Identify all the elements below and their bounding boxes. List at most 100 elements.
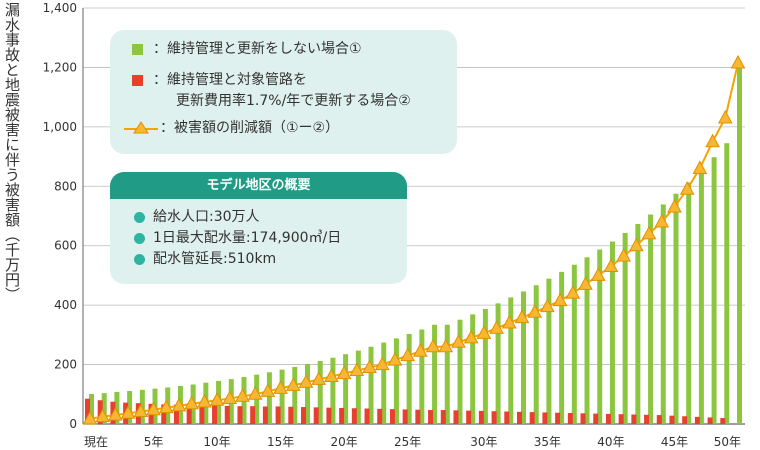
x-tick-label: 20年	[330, 435, 357, 449]
red-bar	[605, 413, 611, 424]
green-bar	[406, 333, 412, 424]
red-bar	[567, 413, 573, 424]
red-bar	[224, 405, 230, 424]
green-bar	[724, 143, 730, 424]
triangle-marker	[527, 304, 543, 318]
green-bar	[444, 324, 450, 424]
model-item-population: 給水人口:30万人	[134, 207, 407, 228]
x-tick-label: 45年	[661, 435, 688, 449]
triangle-marker	[463, 329, 479, 344]
red-bar	[656, 415, 662, 424]
triangle-marker	[298, 374, 314, 388]
green-bar	[609, 241, 615, 424]
green-bar	[559, 271, 565, 424]
red-bar	[351, 408, 357, 424]
bullet-icon	[134, 232, 145, 244]
green-bar	[127, 391, 133, 424]
triangle-marker	[209, 392, 225, 406]
legend-label: ：維持管理と対象管路を	[153, 72, 307, 88]
legend-item-reduction: ：被害額の削減額（①ー②）	[124, 118, 339, 139]
green-bar	[521, 291, 526, 424]
y-tick-label: 1,000	[43, 120, 77, 134]
red-bar	[161, 404, 167, 424]
red-bar	[491, 411, 497, 424]
triangle-marker	[171, 397, 187, 412]
model-item-max-distribution: 1日最大配水量:174,900㎥/日	[134, 228, 407, 249]
triangle-marker	[273, 380, 288, 394]
triangle-marker	[565, 285, 581, 299]
green-bar	[597, 249, 603, 424]
green-bar	[355, 350, 361, 424]
triangle-marker	[717, 109, 733, 124]
y-tick-label: 1,200	[43, 60, 77, 74]
triangle-marker	[146, 401, 161, 416]
model-info-panel: モデル地区の概要 給水人口:30万人 1日最大配水量:174,900㎥/日 配水…	[110, 172, 407, 284]
red-bar	[682, 416, 688, 424]
red-bar	[212, 405, 218, 424]
red-bar	[364, 408, 370, 424]
green-bar	[114, 391, 120, 424]
red-bar	[339, 407, 345, 424]
triangle-marker	[95, 408, 111, 423]
y-tick-label: 400	[54, 298, 77, 312]
red-bar	[631, 414, 637, 424]
red-bar	[694, 416, 700, 424]
green-bar	[482, 309, 488, 424]
red-bar	[529, 412, 535, 424]
triangle-marker	[133, 403, 149, 418]
green-bar	[305, 363, 310, 424]
green-bar	[698, 170, 704, 424]
triangle-marker	[108, 407, 123, 421]
green-bar	[89, 393, 94, 424]
triangle-marker	[476, 325, 492, 339]
legend: ：維持管理と更新をしない場合① ：維持管理と対象管路を 更新費用率1.7%/年で…	[110, 30, 457, 154]
bullet-icon	[134, 211, 145, 223]
green-bar	[266, 372, 272, 424]
triangle-marker	[120, 405, 136, 419]
x-tick-label: 5年	[144, 435, 164, 449]
legend-label: ：維持管理と更新をしない場合①	[153, 41, 362, 57]
triangle-marker	[362, 359, 377, 374]
red-square-icon	[132, 74, 143, 86]
x-tick-label: 15年	[267, 435, 294, 449]
triangle-marker	[82, 410, 98, 425]
red-bar	[275, 406, 281, 424]
green-square-icon	[132, 43, 143, 55]
triangle-marker	[425, 338, 441, 353]
green-bar	[317, 361, 323, 424]
triangle-marker	[311, 371, 327, 385]
red-bar	[262, 406, 268, 424]
x-tick-label: 35年	[534, 435, 561, 449]
red-bar	[288, 406, 294, 424]
green-bar	[381, 342, 387, 424]
green-bar	[457, 319, 463, 424]
green-bar	[393, 338, 399, 424]
x-tick-label: 40年	[597, 435, 624, 449]
y-tick-label: 200	[54, 358, 77, 372]
legend-label: ：被害額の削減額（①ー②）	[160, 120, 340, 136]
red-bar	[97, 400, 103, 424]
green-bar	[673, 193, 679, 424]
red-bar	[85, 398, 90, 424]
red-bar	[720, 418, 726, 424]
triangle-marker	[247, 386, 263, 400]
triangle-marker	[514, 309, 530, 324]
triangle-marker	[197, 393, 212, 408]
x-tick-label: 10年	[203, 435, 230, 449]
green-bar	[495, 303, 501, 424]
green-bar	[343, 354, 349, 424]
triangle-marker	[552, 292, 568, 307]
y-axis-label: 漏水事故と地震被害に伴う被害額（千万円）	[3, 2, 21, 302]
triangle-marker	[235, 388, 250, 402]
green-bar	[635, 224, 641, 424]
green-bar	[470, 314, 476, 424]
red-bar	[669, 415, 675, 424]
green-bar	[584, 257, 590, 424]
red-bar	[186, 404, 192, 424]
green-bar	[330, 357, 336, 424]
triangle-marker	[603, 258, 619, 273]
bullet-icon	[134, 253, 145, 265]
triangle-marker	[260, 383, 276, 397]
red-bar	[415, 409, 421, 424]
